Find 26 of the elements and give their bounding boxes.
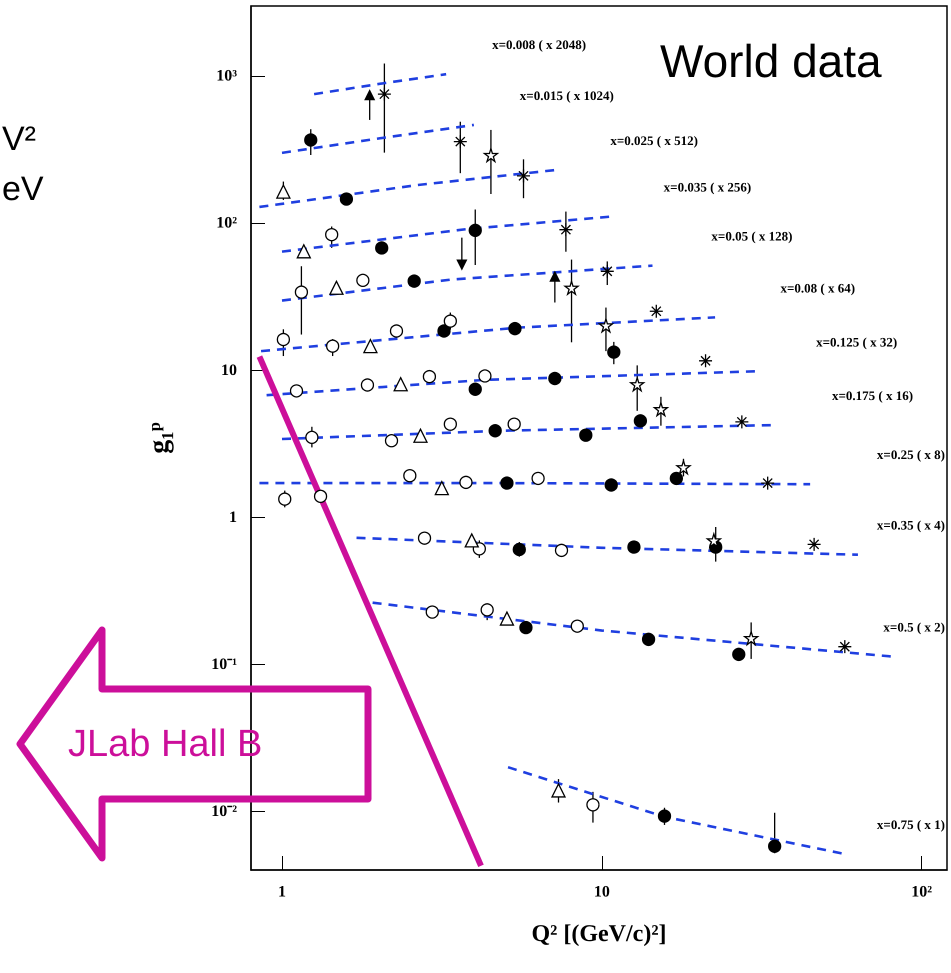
annotation: World data xyxy=(660,35,882,87)
series-label: x=0.5 ( x 2) xyxy=(883,620,945,635)
text: x=0.035 ( x 256) xyxy=(664,180,752,195)
y-tick-label: 10² xyxy=(216,214,238,232)
text: x=0.008 ( x 2048) xyxy=(492,37,586,52)
text: x=0.25 ( x 8) xyxy=(876,447,945,462)
text: x=0.025 ( x 512) xyxy=(610,132,698,148)
y-tick-label: 10 xyxy=(221,362,237,379)
text: x=0.35 ( x 4) xyxy=(876,518,945,533)
x-tick-label: 10² xyxy=(911,884,932,900)
y-tick-label: 10⁻¹ xyxy=(211,656,238,673)
text: x=0.125 ( x 32) xyxy=(816,334,898,350)
text: x=0.75 ( x 1) xyxy=(876,816,945,832)
y-tick-label: 10³ xyxy=(216,68,238,85)
x-tick-label: 10 xyxy=(594,884,610,900)
y-axis-title: g₁ᵖ xyxy=(144,422,174,454)
text: x=0.05 ( x 128) xyxy=(711,228,792,244)
text: x=0.08 ( x 64) xyxy=(780,280,856,296)
text: V² xyxy=(2,120,36,158)
y-tick-label: 1 xyxy=(229,508,237,526)
x-tick-label: 1 xyxy=(278,884,286,900)
x-axis-title: Q² [(GeV/c)²] xyxy=(532,921,666,947)
text: x=0.175 ( x 16) xyxy=(832,388,914,404)
text: x=0.015 ( x 1024) xyxy=(520,88,614,103)
y-tick-label: 10⁻² xyxy=(211,802,238,820)
text: eV xyxy=(2,170,44,208)
